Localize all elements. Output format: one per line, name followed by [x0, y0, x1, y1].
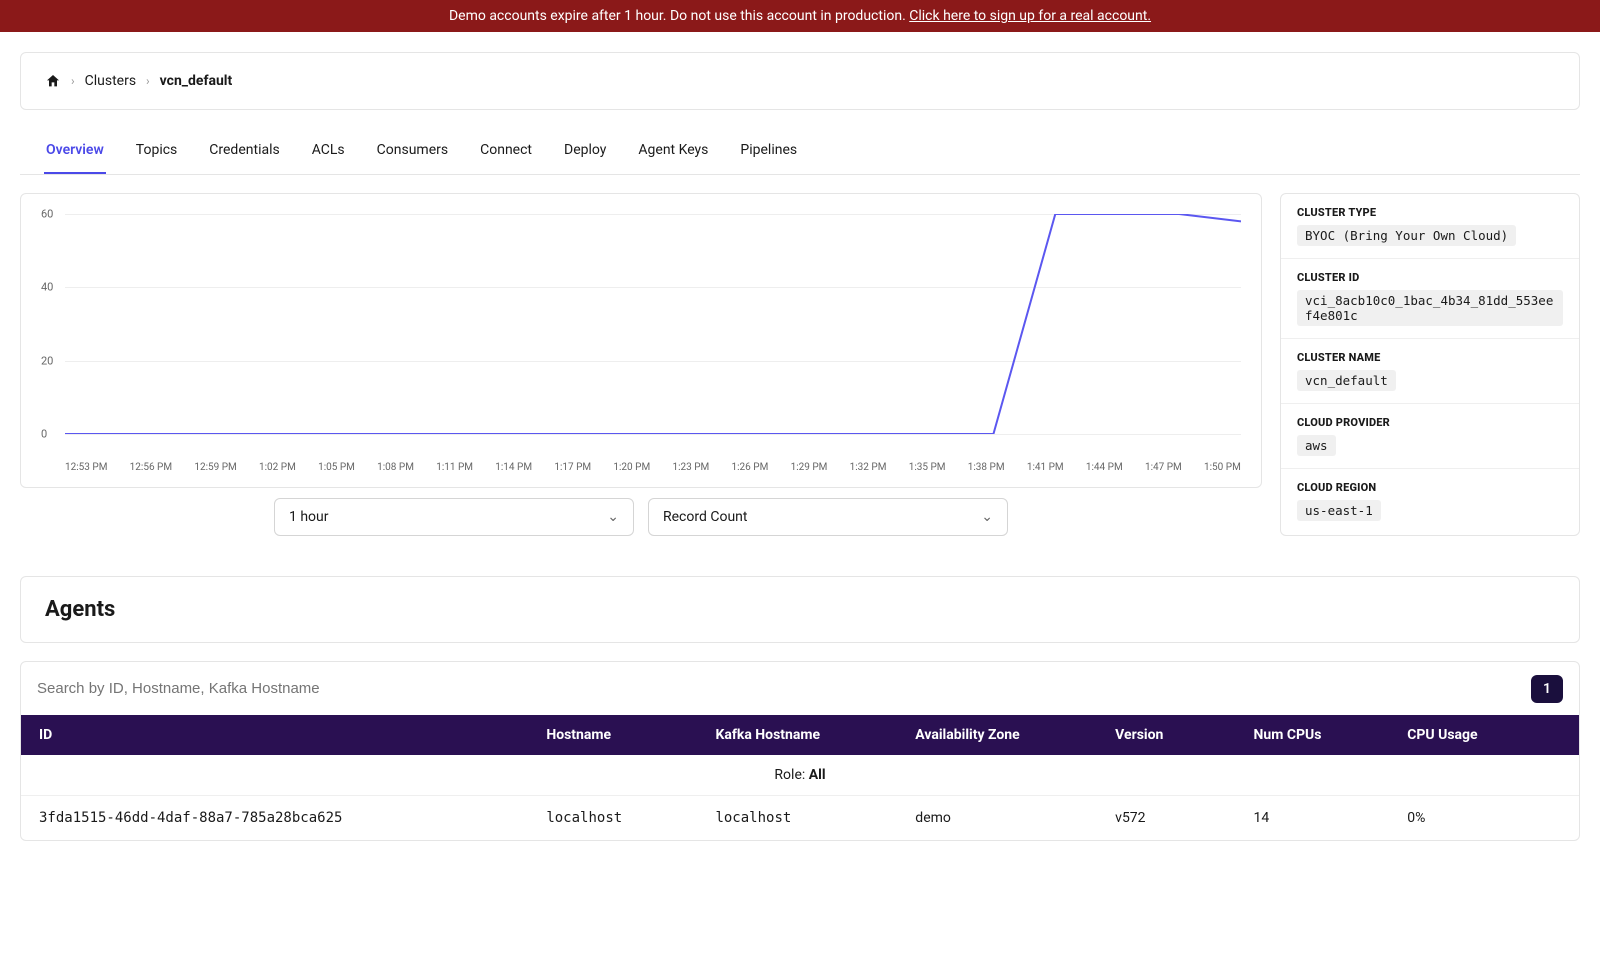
info-label: CLOUD PROVIDER	[1297, 416, 1563, 429]
table-cell: localhost	[546, 810, 715, 826]
chevron-right-icon: ›	[71, 74, 75, 88]
page-badge[interactable]: 1	[1531, 675, 1563, 703]
table-header-cell: Availability Zone	[915, 727, 1115, 743]
time-range-dropdown[interactable]: 1 hour ⌄	[274, 498, 634, 536]
info-value: BYOC (Bring Your Own Cloud)	[1297, 225, 1516, 246]
tab-credentials[interactable]: Credentials	[207, 128, 281, 174]
agents-role-row: Role: All	[21, 755, 1579, 796]
chart-x-tick: 1:32 PM	[850, 462, 887, 473]
metric-value: Record Count	[663, 509, 747, 525]
table-header-cell: Version	[1115, 727, 1253, 743]
chart-y-tick: 40	[41, 281, 53, 294]
chart-x-tick: 1:17 PM	[554, 462, 591, 473]
chart-x-tick: 1:44 PM	[1086, 462, 1123, 473]
chart-x-tick: 12:56 PM	[130, 462, 172, 473]
chart-x-tick: 1:02 PM	[259, 462, 296, 473]
table-cell: v572	[1115, 810, 1253, 826]
info-row: CLOUD PROVIDER aws	[1281, 404, 1579, 469]
tab-connect[interactable]: Connect	[478, 128, 534, 174]
chart-x-tick: 1:23 PM	[672, 462, 709, 473]
info-value: vci_8acb10c0_1bac_4b34_81dd_553eef4e801c	[1297, 290, 1563, 326]
chevron-down-icon: ⌄	[607, 509, 619, 525]
chart-line	[65, 214, 1241, 434]
table-header-cell: ID	[39, 727, 546, 743]
info-value: vcn_default	[1297, 370, 1396, 391]
chart-x-tick: 1:05 PM	[318, 462, 355, 473]
chart-area: 0204060	[41, 214, 1241, 454]
chart-x-tick: 1:08 PM	[377, 462, 414, 473]
banner-text: Demo accounts expire after 1 hour. Do no…	[449, 8, 909, 24]
table-header-cell: Kafka Hostname	[715, 727, 915, 743]
breadcrumb-clusters[interactable]: Clusters	[85, 73, 136, 89]
tab-acls[interactable]: ACLs	[310, 128, 347, 174]
info-label: CLUSTER TYPE	[1297, 206, 1563, 219]
table-cell: 3fda1515-46dd-4daf-88a7-785a28bca625	[39, 810, 546, 826]
agents-search-input[interactable]	[37, 672, 1519, 705]
info-row: CLOUD REGION us-east-1	[1281, 469, 1579, 533]
info-label: CLUSTER ID	[1297, 271, 1563, 284]
agents-header-card: Agents	[20, 576, 1580, 643]
info-row: CLUSTER TYPE BYOC (Bring Your Own Cloud)	[1281, 194, 1579, 259]
chart-x-tick: 1:14 PM	[495, 462, 532, 473]
table-cell: localhost	[715, 810, 915, 826]
table-row[interactable]: 3fda1515-46dd-4daf-88a7-785a28bca625loca…	[21, 796, 1579, 840]
metric-dropdown[interactable]: Record Count ⌄	[648, 498, 1008, 536]
info-label: CLUSTER NAME	[1297, 351, 1563, 364]
agents-table-card: 1 IDHostnameKafka HostnameAvailability Z…	[20, 661, 1580, 841]
breadcrumb-current: vcn_default	[160, 73, 233, 89]
agents-table-header: IDHostnameKafka HostnameAvailability Zon…	[21, 715, 1579, 755]
info-value: aws	[1297, 435, 1336, 456]
info-value: us-east-1	[1297, 500, 1381, 521]
chart-x-tick: 1:41 PM	[1027, 462, 1064, 473]
home-icon[interactable]	[45, 73, 61, 89]
info-label: CLOUD REGION	[1297, 481, 1563, 494]
chart-x-tick: 1:26 PM	[732, 462, 769, 473]
info-row: CLUSTER NAME vcn_default	[1281, 339, 1579, 404]
table-header-cell: Hostname	[546, 727, 715, 743]
tab-topics[interactable]: Topics	[134, 128, 179, 174]
table-cell: 0%	[1407, 810, 1561, 826]
info-row: CLUSTER ID vci_8acb10c0_1bac_4b34_81dd_55…	[1281, 259, 1579, 339]
tab-overview[interactable]: Overview	[44, 128, 106, 174]
chart-x-labels: 12:53 PM 12:56 PM 12:59 PM 1:02 PM 1:05 PM 1:…	[65, 462, 1241, 473]
chart-x-tick: 1:50 PM	[1204, 462, 1241, 473]
chart-x-tick: 1:29 PM	[791, 462, 828, 473]
table-cell: demo	[915, 810, 1115, 826]
chart-y-tick: 0	[41, 428, 47, 441]
table-header-cell: Num CPUs	[1254, 727, 1408, 743]
chart-y-tick: 60	[41, 208, 53, 221]
chart-x-tick: 1:20 PM	[613, 462, 650, 473]
role-value: All	[809, 767, 826, 783]
chart-x-tick: 1:35 PM	[909, 462, 946, 473]
cluster-info-card: CLUSTER TYPEBYOC (Bring Your Own Cloud)C…	[1280, 193, 1580, 536]
table-cell: 14	[1254, 810, 1408, 826]
chart-x-tick: 1:38 PM	[968, 462, 1005, 473]
tab-agent-keys[interactable]: Agent Keys	[636, 128, 710, 174]
demo-banner: Demo accounts expire after 1 hour. Do no…	[0, 0, 1600, 32]
chart-gridline	[65, 434, 1241, 435]
time-range-value: 1 hour	[289, 509, 329, 525]
chevron-right-icon: ›	[146, 74, 150, 88]
tab-pipelines[interactable]: Pipelines	[738, 128, 799, 174]
role-label: Role:	[774, 767, 808, 783]
chart-y-tick: 20	[41, 354, 53, 367]
agents-title: Agents	[21, 577, 1579, 642]
tabs: Overview Topics Credentials ACLs Consumers Co…	[20, 128, 1580, 175]
breadcrumb-card: › Clusters › vcn_default	[20, 52, 1580, 110]
chart-x-tick: 12:59 PM	[194, 462, 236, 473]
chart-x-tick: 12:53 PM	[65, 462, 107, 473]
tab-consumers[interactable]: Consumers	[375, 128, 450, 174]
chart-card: 0204060 12:53 PM12:56 PM12:59 PM1:02 PM1…	[20, 193, 1262, 488]
chevron-down-icon: ⌄	[981, 509, 993, 525]
chart-x-tick: 1:47 PM	[1145, 462, 1182, 473]
tab-deploy[interactable]: Deploy	[562, 128, 608, 174]
chart-x-tick: 1:11 PM	[436, 462, 473, 473]
breadcrumb: › Clusters › vcn_default	[21, 53, 1579, 109]
banner-signup-link[interactable]: Click here to sign up for a real account…	[909, 8, 1151, 24]
table-header-cell: CPU Usage	[1407, 727, 1561, 743]
